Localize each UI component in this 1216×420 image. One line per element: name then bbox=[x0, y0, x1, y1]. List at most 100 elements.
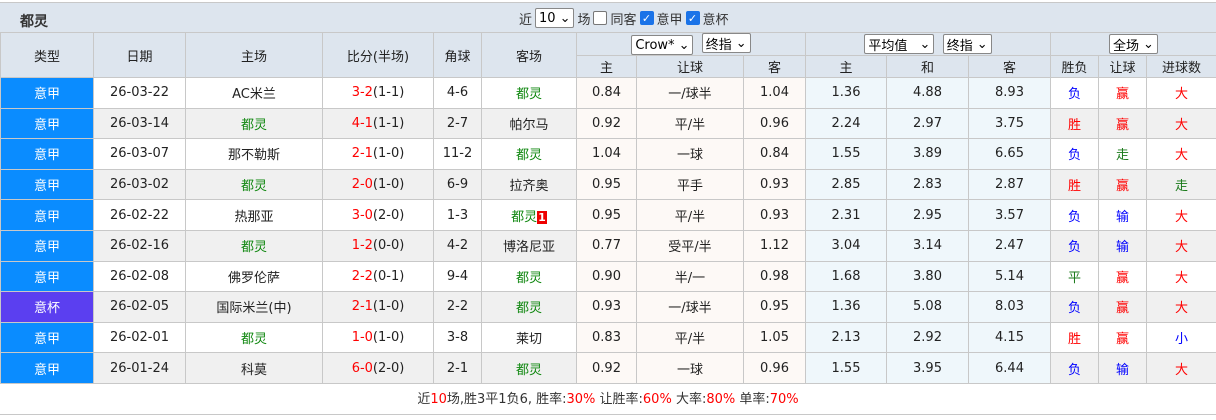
table-row[interactable]: 意甲 26-03-02 都灵 2-0(1-0) 6-9 拉齐奥 0.95 平手 0.93 2.85… bbox=[0, 168, 1216, 201]
eu-away-odds-text: 8.03 bbox=[995, 299, 1024, 315]
match-score: 1-0(1-0) bbox=[322, 321, 434, 354]
result-ah: 走 bbox=[1098, 138, 1147, 170]
home-team-text: 那不勒斯 bbox=[227, 148, 280, 164]
match-type: 意甲 bbox=[0, 260, 94, 293]
eu-company-select[interactable]: 平均值 ⌄ bbox=[864, 34, 935, 54]
col-eu-away: 客 bbox=[968, 55, 1051, 78]
result-ah: 赢 bbox=[1098, 291, 1147, 323]
result-ah: 输 bbox=[1098, 229, 1147, 262]
corners-text: 2-7 bbox=[446, 115, 469, 131]
eu-company-value: 平均值 bbox=[868, 38, 908, 54]
ah-line-text: 受平/半 bbox=[668, 240, 712, 256]
eu-home-odds: 1.55 bbox=[805, 352, 887, 384]
away-team-text: 都灵 bbox=[515, 148, 542, 164]
chevron-down-icon: ⌄ bbox=[559, 10, 571, 26]
eu-draw-odds: 2.83 bbox=[886, 168, 969, 201]
table-row[interactable]: 意甲 26-02-01 都灵 1-0(1-0) 3-8 莱切 0.83 平/半 1.05 2.13… bbox=[0, 321, 1216, 354]
ah-home-odds-text: 0.92 bbox=[592, 360, 621, 376]
league-cup-checkbox[interactable]: ✓ bbox=[685, 11, 700, 25]
result-ah-text: 输 bbox=[1115, 240, 1129, 256]
eu-home-odds: 1.55 bbox=[805, 138, 887, 170]
ah-home-odds: 0.92 bbox=[576, 107, 637, 140]
ah-home-odds: 0.83 bbox=[576, 321, 637, 354]
summary-count: 10 bbox=[430, 392, 447, 407]
table-row[interactable]: 意甲 26-03-14 都灵 4-1(1-1) 2-7 帕尔马 0.92 平/半 0.96 2.2… bbox=[0, 107, 1216, 140]
eu-away-odds-text: 2.47 bbox=[995, 238, 1024, 254]
result-wl: 平 bbox=[1050, 260, 1099, 293]
col-eu-draw: 和 bbox=[886, 55, 969, 78]
table-row[interactable]: 意杯 26-02-05 国际米兰(中) 2-1(1-0) 2-2 都灵 0.93 一/球半 0.… bbox=[0, 291, 1216, 323]
match-score: 2-0(1-0) bbox=[322, 168, 434, 201]
league-serie-a-checkbox[interactable]: ✓ bbox=[639, 11, 654, 25]
ah-home-odds: 0.77 bbox=[576, 229, 637, 262]
result-wl-text: 负 bbox=[1067, 240, 1081, 256]
ah-line-text: 一/球半 bbox=[668, 301, 712, 317]
col-type: 类型 bbox=[0, 32, 94, 78]
col-ah-away: 客 bbox=[743, 55, 806, 78]
home-team: 都灵 bbox=[185, 168, 323, 201]
half-time-score: (0-0) bbox=[372, 238, 405, 254]
eu-away-odds: 2.87 bbox=[968, 168, 1051, 201]
summary-text: 场,胜3平1负6, 胜率: bbox=[446, 392, 567, 407]
match-type-text: 意甲 bbox=[33, 240, 60, 256]
table-row[interactable]: 意甲 26-02-08 佛罗伦萨 2-2(0-1) 9-4 都灵 0.90 半/一 0.98 1.… bbox=[0, 260, 1216, 293]
result-ou: 大 bbox=[1146, 199, 1216, 231]
result-wl: 负 bbox=[1050, 199, 1099, 231]
eu-home-odds: 2.31 bbox=[805, 199, 887, 231]
home-team-text: AC米兰 bbox=[232, 87, 276, 103]
ah-line: 一球 bbox=[636, 138, 744, 170]
home-team: 国际米兰(中) bbox=[185, 291, 323, 323]
match-date-text: 26-02-22 bbox=[109, 207, 169, 223]
away-team: 博洛尼亚 bbox=[481, 229, 577, 262]
eu-type-select[interactable]: 终指 ⌄ bbox=[942, 34, 992, 54]
eu-draw-odds: 3.95 bbox=[886, 352, 969, 384]
eu-home-odds: 2.85 bbox=[805, 168, 887, 201]
home-team-text: 国际米兰(中) bbox=[216, 301, 292, 317]
match-type-text: 意甲 bbox=[33, 332, 60, 348]
corners-text: 9-4 bbox=[446, 268, 469, 284]
full-time-score: 4-1 bbox=[351, 115, 373, 131]
col-corner: 角球 bbox=[433, 32, 482, 78]
ah-away-odds: 0.93 bbox=[743, 168, 806, 201]
table-row[interactable]: 意甲 26-01-24 科莫 6-0(2-0) 2-1 都灵 0.92 一球 0.96 1.55 3… bbox=[0, 352, 1216, 384]
match-type-text: 意甲 bbox=[33, 209, 60, 225]
ah-away-odds: 1.05 bbox=[743, 321, 806, 354]
corners-text: 6-9 bbox=[446, 177, 469, 193]
match-date-text: 26-03-02 bbox=[109, 177, 169, 193]
recent-count-select[interactable]: 10 ⌄ bbox=[535, 8, 575, 28]
match-type-text: 意甲 bbox=[33, 179, 60, 195]
eu-draw-odds: 2.97 bbox=[886, 107, 969, 140]
away-team-text: 都灵 bbox=[515, 87, 542, 103]
col-result-ou: 进球数 bbox=[1146, 55, 1216, 78]
corners: 1-3 bbox=[433, 199, 482, 231]
away-team-text: 拉齐奥 bbox=[509, 179, 549, 195]
match-date-text: 26-02-16 bbox=[109, 238, 169, 254]
full-time-score: 3-2 bbox=[351, 85, 373, 101]
ah-line-text: 平/半 bbox=[674, 209, 706, 225]
ah-type-select[interactable]: 终指 ⌄ bbox=[701, 33, 751, 53]
home-team: 都灵 bbox=[185, 229, 323, 262]
table-row[interactable]: 意甲 26-03-22 AC米兰 3-2(1-1) 4-6 都灵 0.84 一/球半 1.04 1… bbox=[0, 77, 1216, 109]
result-ah: 输 bbox=[1098, 352, 1147, 384]
eu-away-odds-text: 5.14 bbox=[995, 268, 1024, 284]
scope-select[interactable]: 全场 ⌄ bbox=[1109, 34, 1158, 54]
match-score: 3-0(2-0) bbox=[322, 199, 434, 231]
result-ah-text: 赢 bbox=[1115, 301, 1129, 317]
match-date: 26-03-22 bbox=[93, 77, 186, 109]
eu-draw-odds: 3.14 bbox=[886, 229, 969, 262]
table-row[interactable]: 意甲 26-03-07 那不勒斯 2-1(1-0) 11-2 都灵 1.04 一球 0.84 1.… bbox=[0, 138, 1216, 170]
full-time-score: 1-2 bbox=[351, 238, 373, 254]
table-row[interactable]: 意甲 26-02-22 热那亚 3-0(2-0) 1-3 都灵1 0.95 平/半 0.93 2.… bbox=[0, 199, 1216, 231]
match-score: 4-1(1-1) bbox=[322, 107, 434, 140]
away-team-text: 帕尔马 bbox=[509, 117, 549, 133]
table-row[interactable]: 意甲 26-02-16 都灵 1-2(0-0) 4-2 博洛尼亚 0.77 受平/半 1.12 3… bbox=[0, 229, 1216, 262]
eu-draw-odds-text: 3.95 bbox=[913, 360, 942, 376]
ah-company-select[interactable]: Crow* ⌄ bbox=[631, 35, 694, 55]
match-date: 26-01-24 bbox=[93, 352, 186, 384]
ah-away-odds-text: 0.96 bbox=[760, 115, 789, 131]
half-time-score: (1-0) bbox=[372, 177, 405, 193]
same-away-checkbox[interactable] bbox=[593, 11, 608, 25]
half-time-score: (0-1) bbox=[372, 268, 405, 284]
ah-away-odds-text: 0.93 bbox=[760, 177, 789, 193]
corners: 2-1 bbox=[433, 352, 482, 384]
